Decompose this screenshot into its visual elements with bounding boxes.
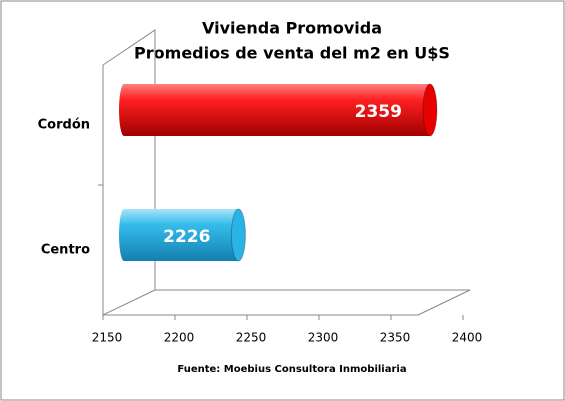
x-tick-label: 2350 [380,331,411,345]
x-tick-label: 2250 [236,331,267,345]
bar [124,209,239,261]
chart-subtitle: Promedios de venta del m2 en U$S [134,44,450,63]
x-tick-label: 2300 [308,331,339,345]
bar-cap-start [119,209,129,261]
back-wall [102,29,470,291]
value-label: 2359 [355,102,402,122]
y-tick-label: Cordón [38,118,90,133]
x-tick-label: 2400 [452,331,483,345]
bar-cap-start [119,84,129,136]
bar-cap-end [230,208,246,262]
floor-edge [417,289,471,316]
value-label: 2226 [163,227,210,247]
bar [124,84,430,136]
bar-cap-end [422,83,438,137]
y-tick-label: Centro [41,243,90,258]
x-tick-label: 2200 [164,331,195,345]
x-tick-label: 2150 [92,331,123,345]
chart-title: Vivienda Promovida [202,19,382,38]
source-note: Fuente: Moebius Consultora Inmobiliaria [177,364,406,375]
